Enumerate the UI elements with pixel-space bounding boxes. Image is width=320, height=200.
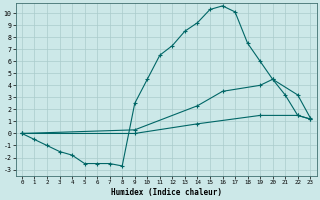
- X-axis label: Humidex (Indice chaleur): Humidex (Indice chaleur): [111, 188, 221, 197]
